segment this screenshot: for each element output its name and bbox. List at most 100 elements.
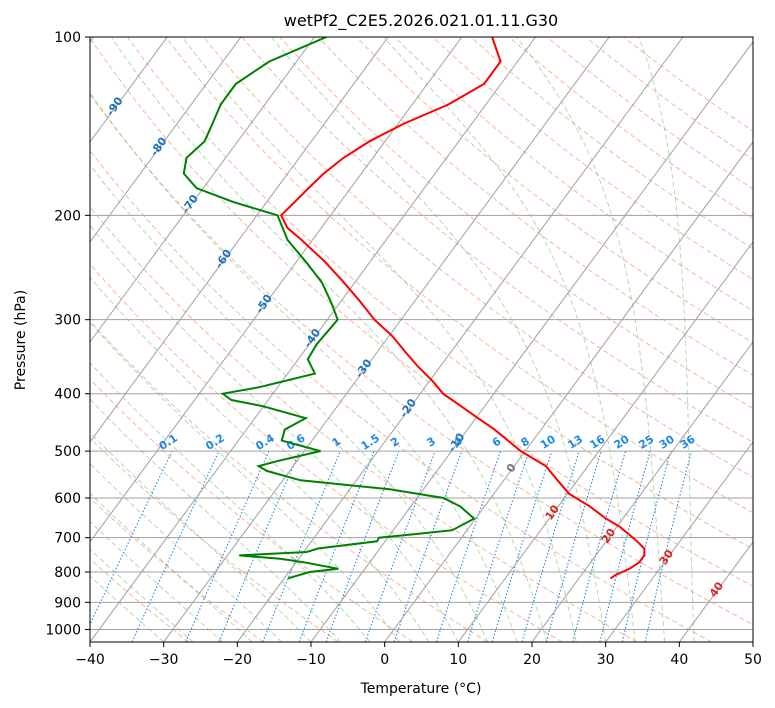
isotherm-line — [752, 641, 753, 642]
moist-adiabats — [90, 37, 695, 642]
dry-adiabat-line — [279, 37, 753, 410]
moist-adiabat-line — [90, 463, 282, 642]
mixing-ratio-label: 25 — [636, 433, 656, 452]
dry-adiabats — [90, 37, 753, 642]
dewpoint-profile — [182, 37, 476, 580]
y-tick-label: 700 — [54, 531, 81, 547]
y-tick-label: 300 — [54, 313, 81, 329]
x-tick-label: 10 — [449, 652, 467, 668]
mixing-ratio-line — [491, 450, 553, 642]
moist-adiabat-line — [90, 431, 312, 642]
isotherm-label: -100 — [56, 53, 83, 83]
isotherm-line — [90, 37, 536, 642]
moist-adiabat-line — [638, 37, 695, 642]
dry-adiabat-line — [90, 263, 563, 642]
x-tick-label: 0 — [380, 652, 389, 668]
y-tick-label: 200 — [54, 208, 81, 224]
isotherm-line — [90, 37, 389, 443]
isotherm-line — [384, 141, 753, 642]
mixing-ratio-label: 1 — [330, 435, 344, 450]
dry-adiabat-line — [394, 37, 753, 312]
x-tick-label: 40 — [670, 652, 688, 668]
mixing-ratio-line — [466, 450, 530, 642]
dry-adiabat-line — [90, 437, 339, 642]
x-axis-title: Temperature (°C) — [360, 681, 482, 697]
x-tick-label: −40 — [75, 652, 105, 668]
mixing-ratio-line — [325, 450, 400, 642]
x-tick-label: 50 — [744, 652, 762, 668]
isotherm-line — [457, 241, 753, 642]
mixing-ratio-label: 3 — [424, 435, 438, 450]
mixing-ratio-label: 13 — [565, 433, 585, 452]
moist-adiabat-line — [90, 362, 371, 642]
y-axis-title: Pressure (hPa) — [13, 290, 29, 390]
y-axis: 100 200 300 400 500 600 700 800 900 1000 — [45, 30, 90, 638]
x-tick-label: 20 — [523, 652, 541, 668]
mixing-ratio-lines — [90, 450, 693, 642]
mixing-ratio-label: 10 — [538, 432, 558, 451]
moist-adiabat-line — [90, 321, 400, 642]
mixing-ratio-line — [599, 450, 651, 642]
isobar-grid — [90, 37, 753, 630]
x-axis: −40 −30 −20 −10 0 10 20 30 40 50 — [75, 642, 762, 668]
mixing-ratio-line — [435, 450, 502, 642]
dry-adiabat-line — [90, 37, 753, 587]
y-tick-label: 500 — [54, 444, 81, 460]
isotherm-line — [605, 441, 753, 642]
dry-adiabat-line — [432, 37, 753, 281]
isotherm-line — [90, 37, 463, 543]
mixing-ratio-line — [185, 450, 270, 642]
mixing-ratio-label: 0.4 — [253, 431, 277, 453]
dry-adiabat-line — [623, 37, 753, 132]
dry-adiabat-line — [546, 37, 753, 190]
mixing-ratio-line — [218, 450, 301, 642]
mixing-ratio-label: 0.2 — [203, 431, 226, 453]
chart-title: wetPf2_C2E5.2026.021.01.11.G30 — [284, 11, 558, 31]
mixing-ratio-line — [90, 450, 173, 626]
mixing-ratio-line — [262, 450, 341, 642]
moist-adiabat-line — [270, 37, 607, 642]
mixing-ratio-label: 6 — [490, 434, 504, 449]
mixing-ratio-line — [545, 450, 602, 642]
temperature-profile — [279, 37, 646, 580]
moist-adiabat-line — [382, 37, 636, 642]
mixing-ratio-line — [364, 450, 436, 642]
mixing-ratio-line — [621, 450, 672, 642]
isotherm-line — [90, 37, 315, 343]
moist-adiabat-line — [90, 398, 341, 642]
dry-adiabat-line — [90, 206, 638, 642]
x-tick-label: −30 — [149, 652, 179, 668]
isotherm-line — [163, 37, 610, 642]
x-tick-label: −10 — [296, 652, 326, 668]
mixing-ratio-label: 2 — [388, 435, 402, 450]
dry-adiabat-line — [90, 497, 264, 642]
dry-adiabat-line — [90, 320, 488, 642]
moist-adiabat-line — [90, 276, 430, 642]
isotherm-line — [310, 41, 753, 642]
moist-adiabat-line — [90, 224, 459, 642]
mixing-ratio-label: 16 — [587, 432, 607, 451]
isotherm-line — [678, 541, 753, 642]
mixing-ratio-line — [131, 450, 220, 642]
dry-adiabat-line — [317, 37, 753, 376]
moist-adiabat-line — [110, 37, 548, 642]
dry-adiabat-line — [90, 558, 190, 642]
isotherm-line — [236, 37, 684, 642]
mixing-ratio-line — [521, 450, 580, 642]
moist-adiabat-line — [181, 37, 577, 642]
mixing-ratio-label: 36 — [678, 432, 698, 451]
moist-adiabat-line — [90, 164, 489, 642]
isotherm-line — [90, 37, 242, 243]
isotherm-line — [531, 341, 753, 642]
moist-adiabat-line — [515, 37, 666, 642]
y-tick-label: 900 — [54, 595, 81, 611]
mixing-ratio-line — [644, 450, 693, 642]
y-tick-label: 100 — [54, 30, 81, 46]
x-tick-label: 30 — [597, 652, 615, 668]
y-tick-label: 800 — [54, 565, 81, 581]
plot-frame — [89, 36, 754, 643]
dry-adiabat-line — [470, 37, 753, 250]
mixing-ratio-line — [298, 450, 375, 642]
dry-adiabat-line — [90, 93, 753, 626]
